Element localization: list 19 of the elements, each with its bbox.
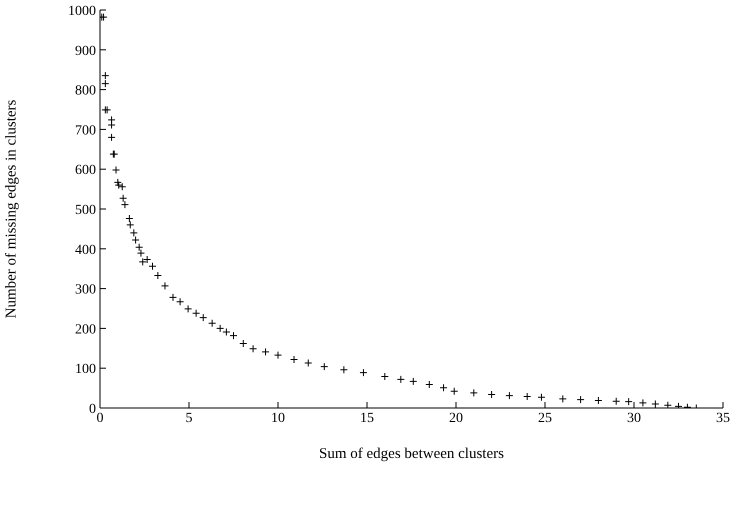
y-tick-label: 700: [75, 123, 96, 138]
y-tick-label: 300: [75, 282, 96, 298]
y-axis-title: Number of missing edges in clusters: [3, 99, 20, 318]
x-tick-label: 15: [360, 410, 374, 426]
y-tick-label: 600: [75, 163, 96, 178]
y-tick-label: 200: [75, 322, 96, 338]
y-tick-label: 1000: [68, 4, 96, 19]
x-axis-title: Sum of edges between clusters: [319, 446, 504, 462]
y-tick-label: 800: [75, 84, 96, 99]
x-tick-label: 35: [716, 410, 730, 426]
y-tick-label: 100: [75, 362, 96, 378]
x-tick-label: 20: [449, 410, 463, 426]
x-tick-label: 10: [271, 410, 285, 426]
x-tick-label: 25: [538, 410, 552, 426]
x-tick-label: 5: [186, 410, 192, 426]
y-tick-label: 500: [75, 202, 96, 218]
x-tick-label: 30: [627, 410, 641, 426]
y-tick-label: 900: [75, 44, 96, 59]
y-tick-label: 400: [75, 242, 96, 258]
